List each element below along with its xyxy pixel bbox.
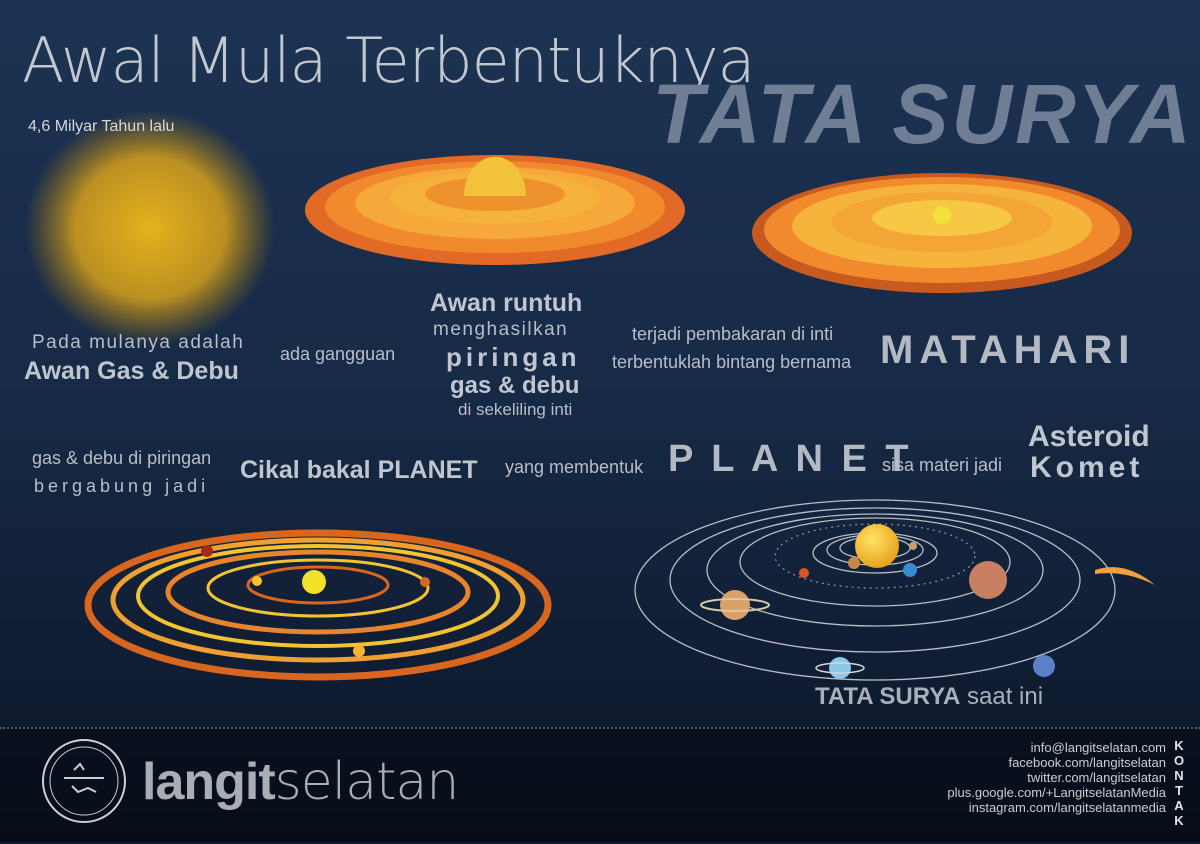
contact-google[interactable]: plus.google.com/+LangitselatanMedia [947, 785, 1166, 800]
stage5-line1: gas & debu di piringan [32, 448, 212, 468]
stage7-highlight1: Asteroid [1028, 420, 1150, 453]
stage4-line2: terbentuklah bintang bernama [612, 352, 852, 372]
page-title-big: TATA SURYA [652, 67, 1194, 161]
contact-list: info@langitselatan.com facebook.com/lang… [947, 740, 1166, 815]
result-rest: saat ini [960, 683, 1044, 710]
time-label: 4,6 Milyar Tahun lalu [28, 118, 175, 135]
stage3-line1: Awan runtuh [430, 289, 583, 317]
contact-instagram[interactable]: instagram.com/langitselatanmedia [968, 800, 1166, 815]
result-caption: TATA SURYA saat ini [815, 683, 1043, 711]
stage6-highlight: P L A N E T [668, 438, 913, 480]
stage2-text: ada gangguan [280, 344, 396, 364]
page-title: Awal Mula Terbentuknya [22, 24, 756, 97]
stage7-text: sisa materi jadi [882, 455, 1003, 475]
result-bold: TATA SURYA [815, 683, 961, 710]
comet [1095, 567, 1155, 585]
brand-logo: langitselatan [142, 752, 460, 812]
stage3-line3: piringan [446, 342, 581, 372]
collapsing-disk [305, 155, 685, 265]
contact-facebook[interactable]: facebook.com/langitselatan [1008, 755, 1166, 770]
stage1-line1: Pada mulanya adalah [32, 332, 245, 353]
footer [0, 727, 1200, 844]
sun-disk [752, 173, 1132, 293]
stage5-highlight: Cikal bakal PLANET [240, 456, 478, 484]
stage3-line4: gas & debu [450, 372, 580, 399]
solar-system [634, 499, 1155, 681]
brand-bold: langit [142, 753, 276, 811]
stage3-line2: menghasilkan [433, 319, 569, 340]
stage7-highlight2: Komet [1030, 451, 1144, 484]
stage6-text: yang membentuk [505, 457, 644, 477]
stage1-line2: Awan Gas & Debu [24, 357, 239, 385]
stage3-line5: di sekeliling inti [458, 400, 573, 419]
contact-twitter[interactable]: twitter.com/langitselatan [1027, 770, 1166, 785]
planetesimal-disk [84, 529, 552, 681]
stage4-highlight: MATAHARI [880, 328, 1136, 372]
stage5-line2: bergabung jadi [34, 476, 210, 496]
gas-cloud [25, 110, 275, 346]
contact-email[interactable]: info@langitselatan.com [1030, 740, 1166, 755]
stage4-line1: terjadi pembakaran di inti [632, 324, 834, 344]
brand-thin: selatan [274, 752, 460, 812]
